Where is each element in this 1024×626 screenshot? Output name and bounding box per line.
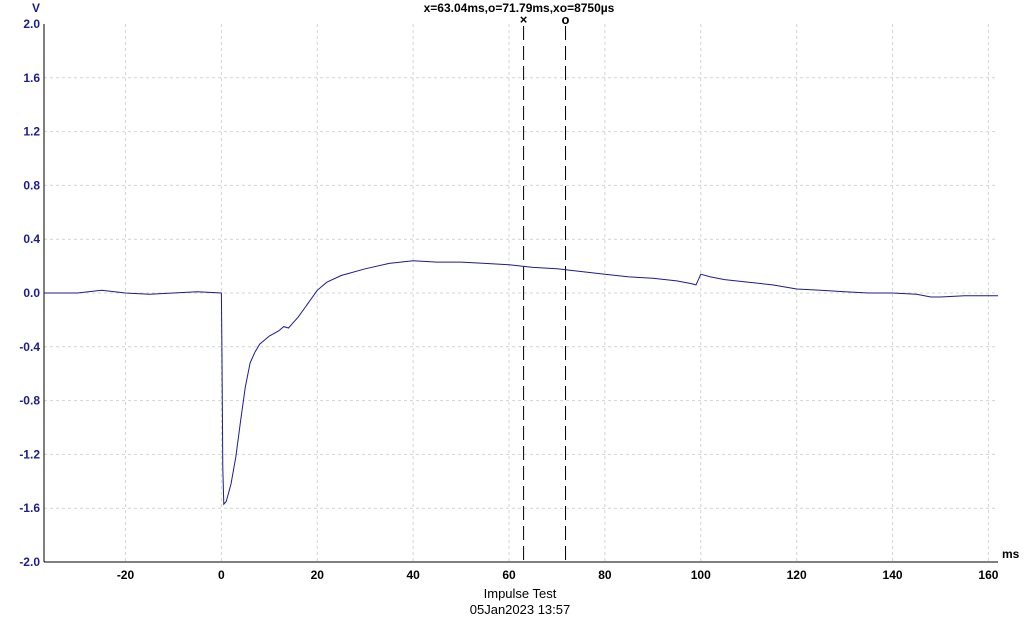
cursor-x-marker[interactable]: ×: [520, 12, 528, 27]
x-tick-label: 100: [691, 568, 711, 582]
y-tick-label: -0.4: [19, 340, 40, 354]
y-tick-label: 2.0: [23, 17, 40, 31]
cursor-o-marker[interactable]: o: [562, 12, 570, 27]
x-tick-label: 40: [406, 568, 420, 582]
y-tick-label: -1.2: [19, 447, 40, 461]
y-tick-label: 0.4: [23, 232, 40, 246]
y-axis-unit: V: [32, 1, 40, 15]
x-tick-label: -20: [117, 568, 135, 582]
y-tick-label: -0.8: [19, 394, 40, 408]
x-tick-label: 0: [218, 568, 225, 582]
x-tick-label: 20: [311, 568, 325, 582]
x-tick-label: 120: [787, 568, 807, 582]
y-tick-label: 1.6: [23, 71, 40, 85]
x-tick-labels: -20 0 20 40 60 80 100 120 140 160: [117, 568, 999, 582]
x-tick-label: 60: [502, 568, 516, 582]
y-tick-label: 0.8: [23, 178, 40, 192]
y-tick-label: -2.0: [19, 555, 40, 569]
y-tick-label: -1.6: [19, 501, 40, 515]
chart-title: Impulse Test: [484, 586, 557, 601]
y-tick-labels: 2.0 1.6 1.2 0.8 0.4 0.0 -0.4 -0.8 -1.2 -1.6 -2.0: [19, 17, 40, 569]
x-tick-label: 80: [598, 568, 612, 582]
cursor-readout: x=63.04ms,o=71.79ms,xo=8750µs: [424, 1, 615, 15]
x-tick-label: 160: [978, 568, 998, 582]
y-tick-label: 1.2: [23, 125, 40, 139]
x-tick-label: 140: [883, 568, 903, 582]
x-axis-unit: ms: [1002, 547, 1020, 561]
grid: [44, 24, 998, 562]
signal-trace: [44, 260, 998, 506]
cursors: × o: [520, 12, 570, 562]
y-tick-label: 0.0: [23, 286, 40, 300]
timestamp: 05Jan2023 13:57: [470, 602, 570, 617]
